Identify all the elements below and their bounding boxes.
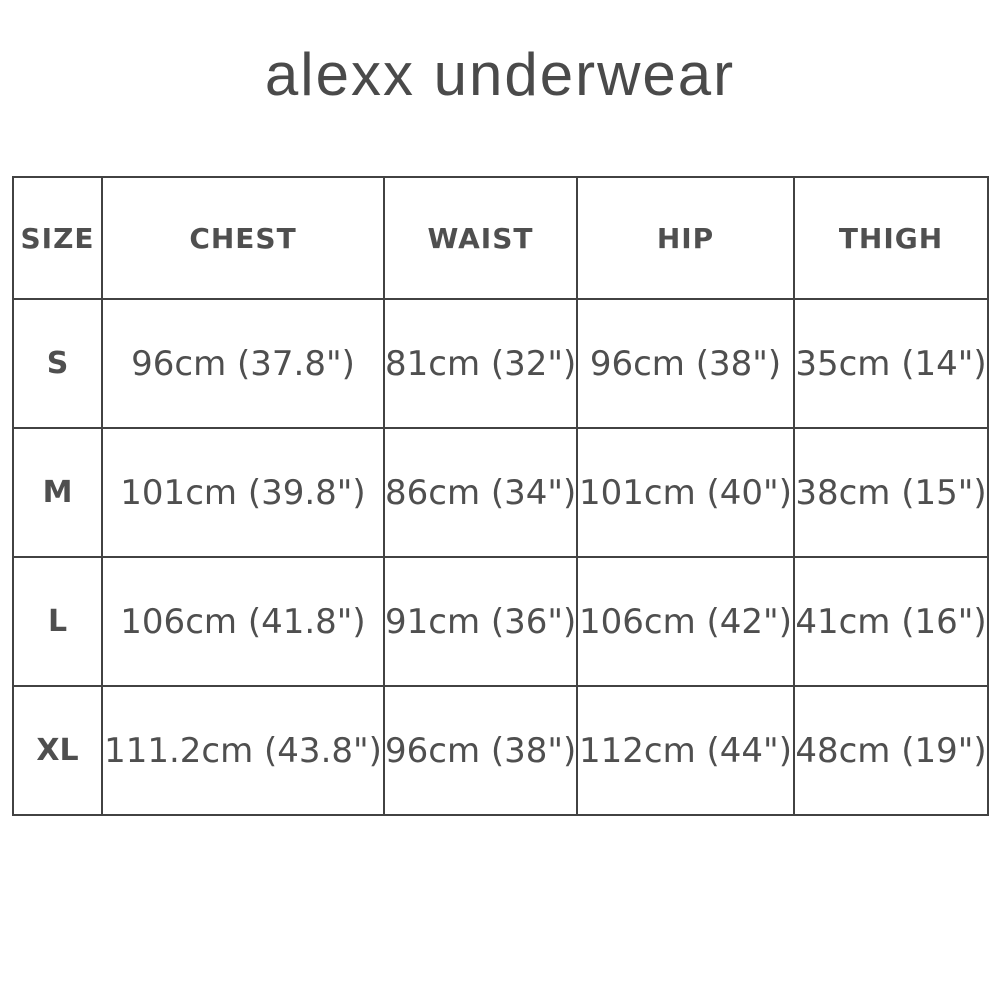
thigh-value: 38cm (15") [793,427,989,558]
table-row-l: L 106cm (41.8") 91cm (36") 106cm (42") 4… [12,556,989,687]
table-row-xl: XL 111.2cm (43.8") 96cm (38") 112cm (44"… [12,685,989,816]
column-header-hip: HIP [576,176,795,300]
waist-value: 91cm (36") [383,556,578,687]
page-title: alexx underwear [264,41,736,108]
hip-value: 101cm (40") [576,427,795,558]
size-label: M [12,427,103,558]
chest-value: 106cm (41.8") [101,556,385,687]
hip-value: 112cm (44") [576,685,795,816]
size-chart-table: SIZE CHEST WAIST HIP THIGH S 96cm (37.8"… [12,176,989,816]
hip-value: 96cm (38") [576,298,795,429]
waist-value: 86cm (34") [383,427,578,558]
size-label: S [12,298,103,429]
size-label: L [12,556,103,687]
thigh-value: 41cm (16") [793,556,989,687]
column-header-waist: WAIST [383,176,578,300]
chest-value: 111.2cm (43.8") [101,685,385,816]
thigh-value: 35cm (14") [793,298,989,429]
waist-value: 81cm (32") [383,298,578,429]
chest-value: 101cm (39.8") [101,427,385,558]
table-row-m: M 101cm (39.8") 86cm (34") 101cm (40") 3… [12,427,989,558]
table-header-row: SIZE CHEST WAIST HIP THIGH [12,176,989,300]
column-header-chest: CHEST [101,176,385,300]
thigh-value: 48cm (19") [793,685,989,816]
column-header-thigh: THIGH [793,176,989,300]
size-label: XL [12,685,103,816]
waist-value: 96cm (38") [383,685,578,816]
hip-value: 106cm (42") [576,556,795,687]
column-header-size: SIZE [12,176,103,300]
chest-value: 96cm (37.8") [101,298,385,429]
table-row-s: S 96cm (37.8") 81cm (32") 96cm (38") 35c… [12,298,989,429]
